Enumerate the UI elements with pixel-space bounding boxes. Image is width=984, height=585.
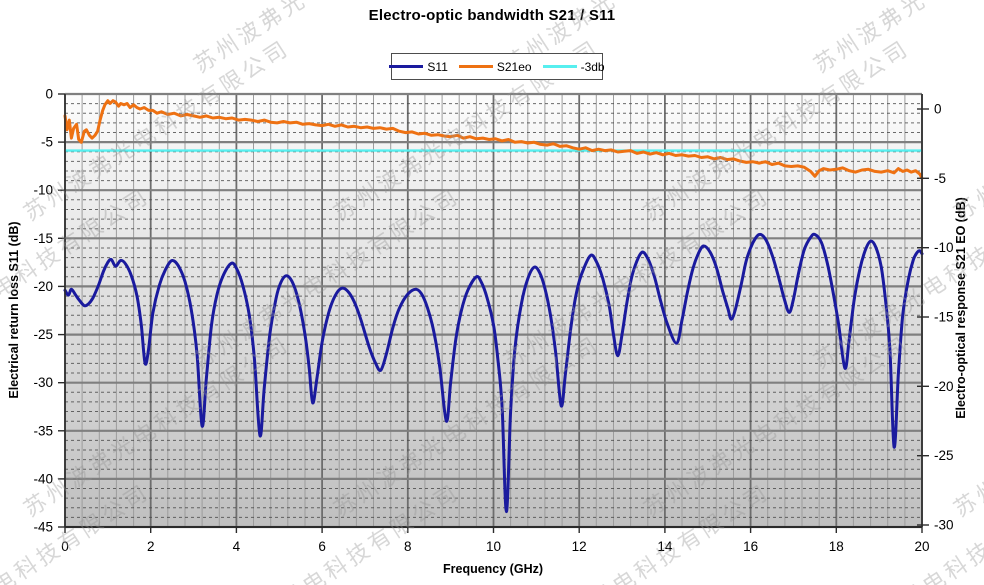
svg-text:-5: -5 (41, 135, 53, 150)
legend-label-s11: S11 (427, 59, 448, 74)
chart-title: Electro-optic bandwidth S21 / S11 (368, 7, 616, 24)
svg-text:-15: -15 (934, 310, 954, 325)
s11-curve (63, 232, 924, 514)
svg-text:0: 0 (934, 102, 942, 117)
svg-text:-25: -25 (33, 327, 53, 342)
svg-text:14: 14 (657, 539, 673, 554)
s21eo-line-swatch-icon (458, 65, 493, 68)
s11-line-swatch-icon (389, 65, 424, 68)
svg-text:-30: -30 (33, 375, 53, 390)
s21eo-curve (63, 99, 924, 180)
svg-text:8: 8 (404, 539, 412, 554)
svg-text:20: 20 (914, 539, 929, 554)
svg-text:-10: -10 (934, 240, 954, 255)
legend-box: S11 S21eo -3db (389, 53, 605, 80)
svg-text:12: 12 (572, 539, 587, 554)
svg-text:-25: -25 (934, 448, 954, 463)
svg-text:2: 2 (147, 539, 155, 554)
x-tick-labels: 0 2 4 6 8 10 12 14 16 18 20 (61, 527, 930, 554)
svg-text:16: 16 (743, 539, 758, 554)
left-tick-labels: 0 -5 -10 -15 -20 -25 -30 -35 -40 -45 (33, 87, 65, 535)
right-tick-labels: 0 -5 -10 -15 -20 -25 -30 (917, 102, 954, 533)
svg-text:-10: -10 (33, 183, 53, 198)
x-axis-title: Frequency (GHz) (442, 562, 544, 576)
svg-text:10: 10 (486, 539, 501, 554)
svg-text:-15: -15 (33, 231, 53, 246)
legend-item-s11: S11 (389, 59, 448, 74)
svg-text:18: 18 (829, 539, 844, 554)
svg-text:6: 6 (318, 539, 326, 554)
legend-item-3db: -3db (542, 59, 605, 74)
svg-text:-20: -20 (934, 379, 954, 394)
svg-text:0: 0 (45, 87, 53, 102)
legend-item-s21eo: S21eo (458, 59, 532, 74)
svg-text:-40: -40 (33, 471, 53, 486)
legend-label-s21eo: S21eo (496, 59, 532, 74)
legend-label-3db: -3db (580, 59, 605, 74)
svg-text:-5: -5 (934, 171, 946, 186)
svg-text:4: 4 (233, 539, 241, 554)
svg-text:-35: -35 (33, 423, 53, 438)
svg-text:-30: -30 (934, 518, 954, 533)
svg-text:-45: -45 (33, 520, 53, 535)
minus3db-line-swatch-icon (542, 65, 577, 68)
svg-text:0: 0 (61, 539, 69, 554)
svg-text:-20: -20 (33, 279, 53, 294)
